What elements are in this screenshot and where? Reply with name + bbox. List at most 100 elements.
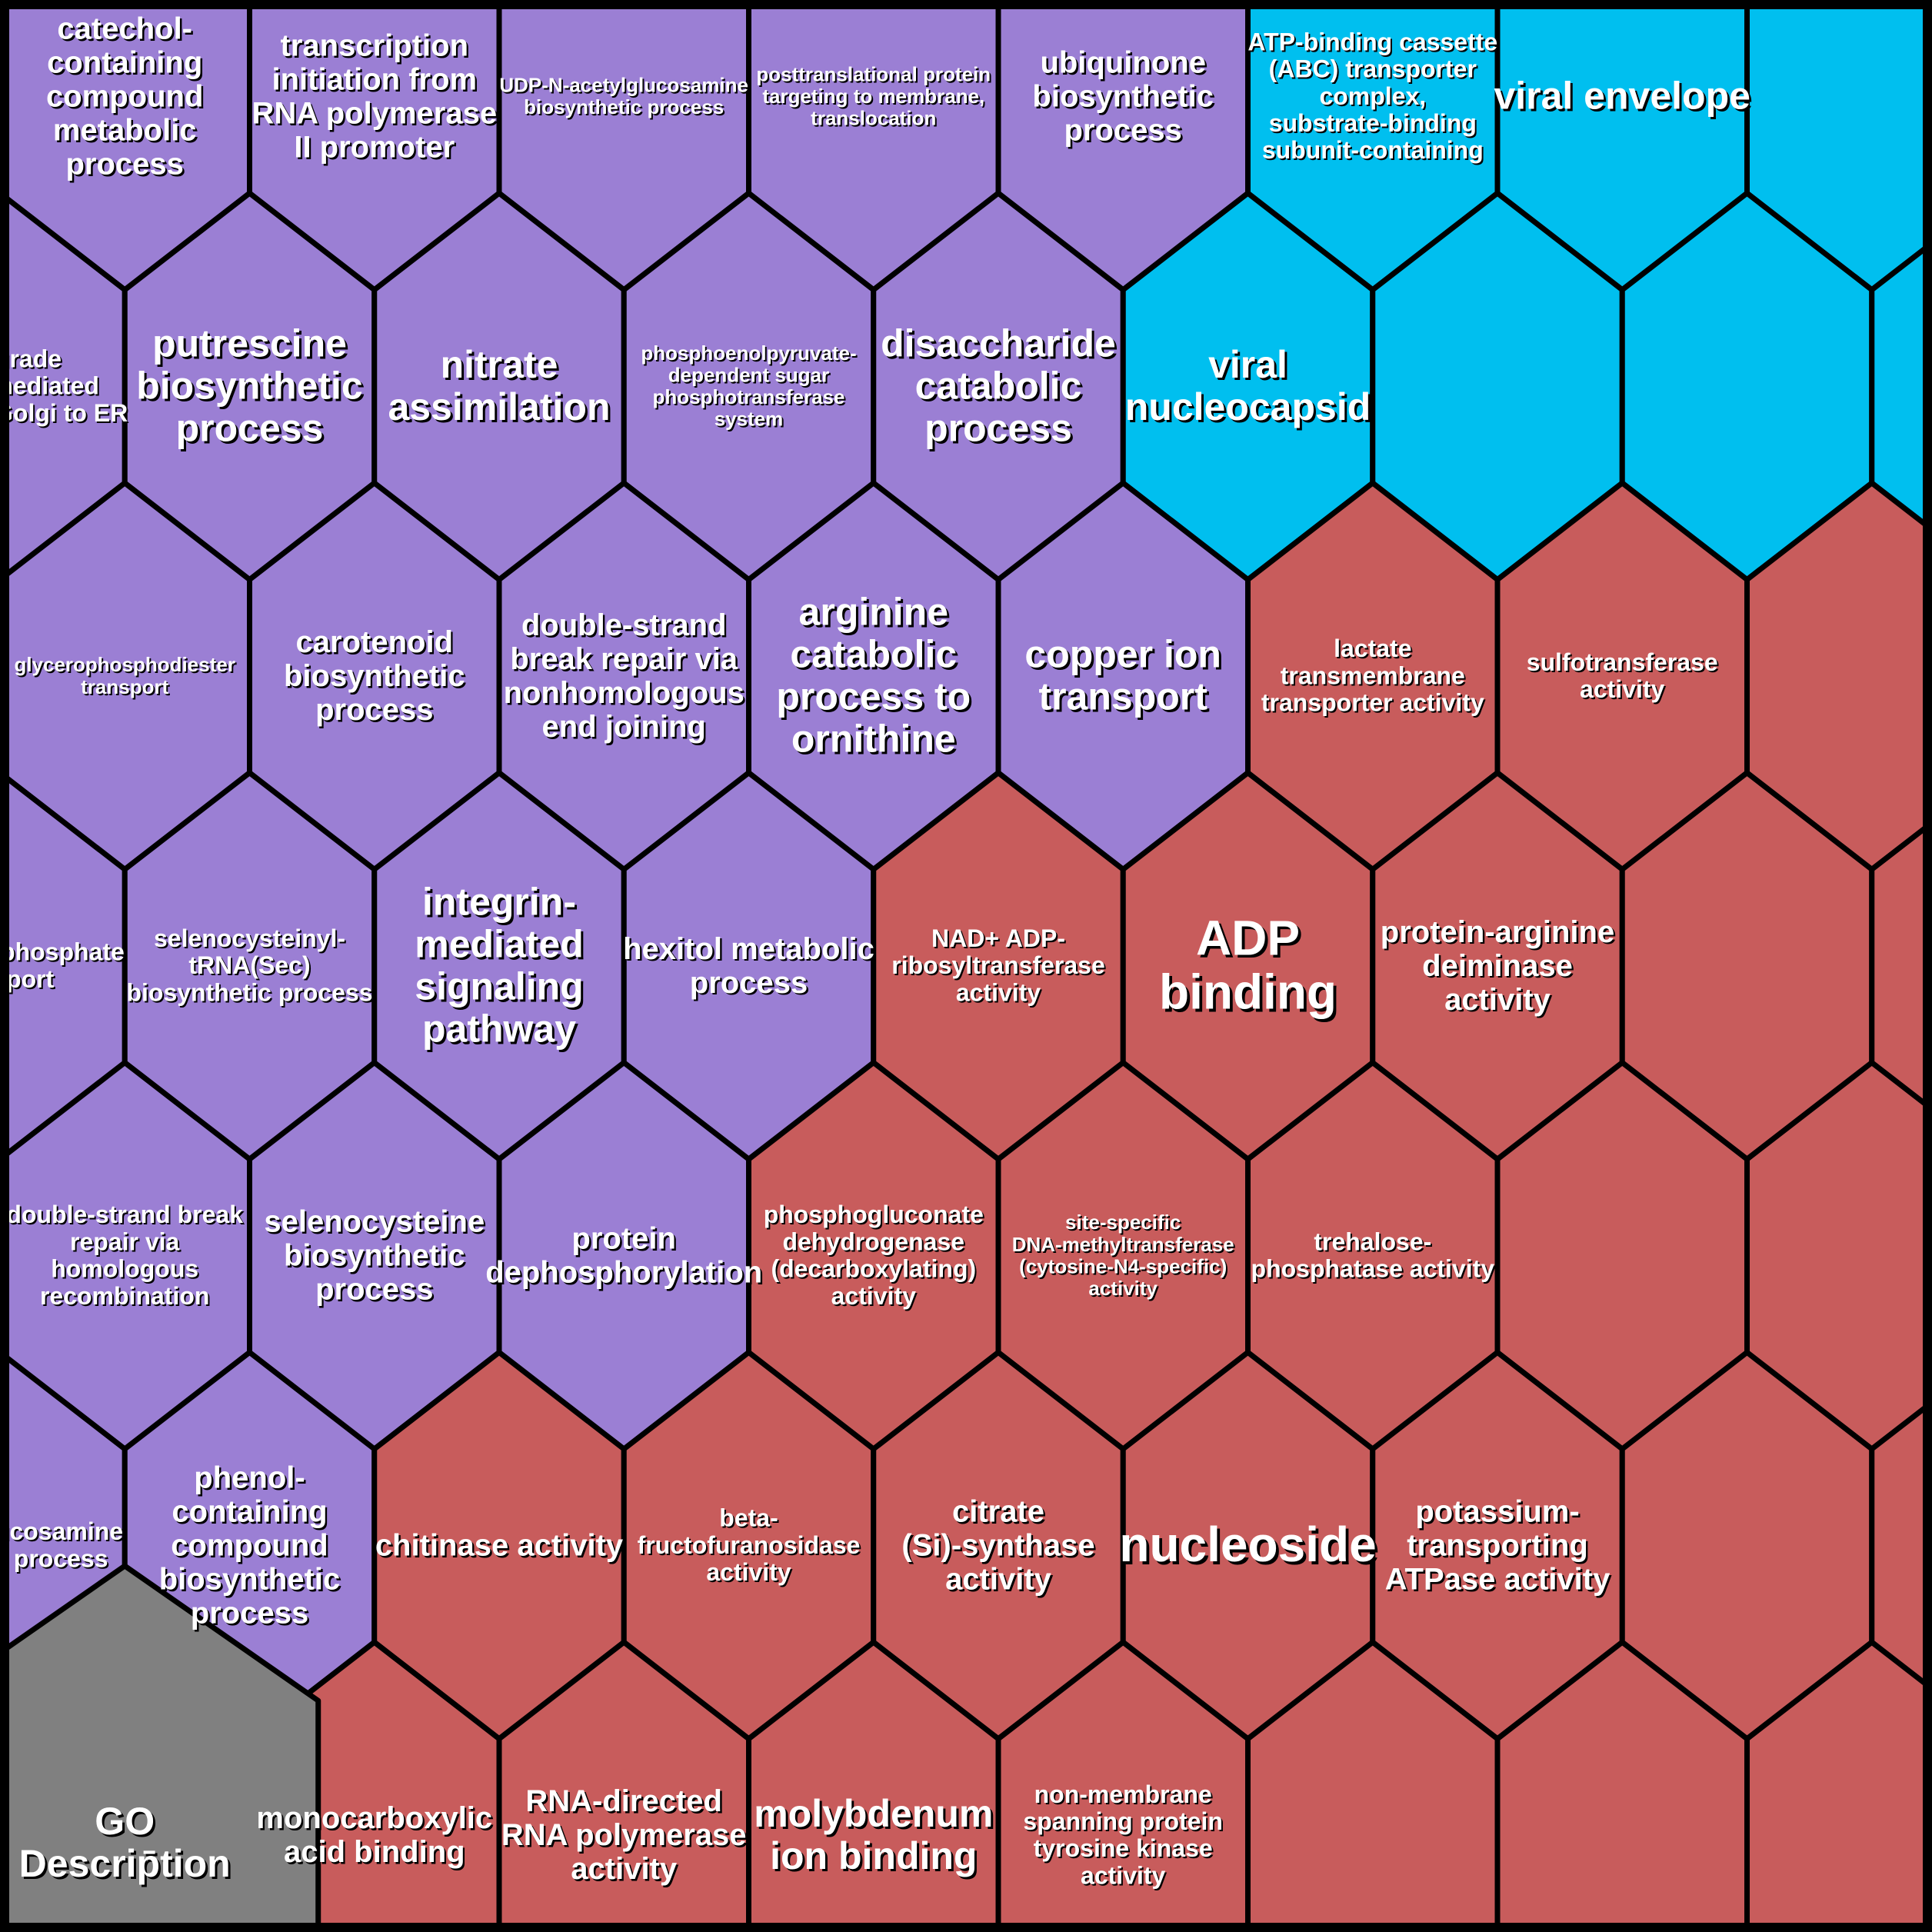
svg-text:process: process [176,406,324,449]
svg-text:fructofuranosidase: fructofuranosidase [638,1531,861,1559]
svg-text:process to: process to [776,675,971,718]
svg-text:process: process [315,1273,433,1307]
svg-text:activity: activity [1088,1277,1158,1300]
svg-text:arginine: arginine [799,591,948,634]
svg-text:biosynthetic: biosynthetic [136,364,362,407]
svg-text:(cytosine-N4-specific): (cytosine-N4-specific) [1019,1254,1227,1277]
svg-text:UDP-N-acetylglucosamine: UDP-N-acetylglucosamine [499,74,748,97]
svg-text:transporter activity: transporter activity [1261,689,1484,717]
svg-text:transport, Golgi to ER: transport, Golgi to ER [0,399,128,427]
svg-text:dependent sugar: dependent sugar [668,363,829,386]
svg-text:ornithine: ornithine [791,718,956,761]
svg-text:lactate: lactate [1334,635,1411,662]
svg-text:acid binding: acid binding [284,1835,465,1869]
svg-text:RNA polymerase: RNA polymerase [501,1818,747,1852]
svg-text:carotenoid: carotenoid [296,625,453,659]
svg-text:nonhomologous: nonhomologous [504,676,744,710]
svg-text:system: system [715,408,784,431]
svg-text:DNA-methyltransferase: DNA-methyltransferase [1012,1233,1234,1256]
svg-text:vesicle-mediated: vesicle-mediated [0,372,99,400]
svg-text:compound: compound [171,1528,328,1562]
svg-text:tRNA(Sec): tRNA(Sec) [188,951,310,979]
svg-text:double-strand break: double-strand break [6,1201,243,1228]
svg-text:double-strand: double-strand [521,608,727,642]
svg-text:catabolic: catabolic [915,364,1082,407]
svg-text:phosphatase activity: phosphatase activity [1251,1255,1495,1283]
svg-text:activity: activity [1444,983,1551,1017]
svg-text:process: process [315,693,433,727]
svg-text:pathway: pathway [422,1008,576,1051]
svg-text:viral envelope: viral envelope [1494,75,1750,118]
svg-text:posttranslational protein: posttranslational protein [756,62,991,85]
svg-text:homologous: homologous [51,1255,198,1283]
svg-text:(decarboxylating): (decarboxylating) [771,1255,976,1283]
svg-text:translocation: translocation [811,107,936,130]
svg-text:trehalose-: trehalose- [1314,1227,1431,1255]
svg-text:ATP-binding cassette: ATP-binding cassette [1247,28,1497,55]
svg-text:activity: activity [1081,1861,1165,1889]
svg-text:break repair via: break repair via [510,642,738,676]
svg-text:catechol-: catechol- [57,12,192,45]
svg-text:nitrate: nitrate [441,343,558,386]
svg-text:(Si)-synthase: (Si)-synthase [901,1528,1094,1562]
svg-text:transcription: transcription [281,28,468,62]
svg-text:II promoter: II promoter [294,130,455,164]
svg-text:(ABC) transporter: (ABC) transporter [1269,55,1477,83]
svg-text:activity: activity [831,1282,916,1310]
svg-text:beta-: beta- [719,1504,778,1532]
svg-text:transport: transport [81,675,168,698]
svg-text:protein-arginine: protein-arginine [1381,915,1614,949]
svg-text:mediated: mediated [415,923,584,966]
svg-text:activity: activity [945,1562,1052,1596]
svg-text:nucleocapsid: nucleocapsid [1125,385,1371,428]
svg-text:metabolic process: metabolic process [0,1544,108,1572]
svg-text:recombination: recombination [40,1282,209,1310]
svg-text:copper ion: copper ion [1024,633,1221,676]
svg-text:integrin-: integrin- [422,881,576,924]
svg-text:retrograde: retrograde [0,345,62,372]
svg-text:repair via: repair via [70,1227,180,1255]
svg-text:end joining: end joining [542,710,706,744]
svg-text:ubiquinone: ubiquinone [1040,45,1206,79]
svg-text:containing: containing [47,45,202,79]
svg-text:sulfotransferase: sulfotransferase [1527,648,1718,676]
svg-text:hexitol metabolic: hexitol metabolic [623,932,874,966]
svg-text:subunit-containing: subunit-containing [1262,136,1484,164]
svg-text:transport: transport [1038,675,1208,718]
svg-text:transmembrane: transmembrane [1281,661,1465,689]
svg-text:catabolic: catabolic [790,633,957,676]
svg-text:molybdenum: molybdenum [754,1792,993,1835]
svg-text:biosynthetic: biosynthetic [159,1562,341,1596]
svg-text:selenocysteine: selenocysteine [264,1205,485,1239]
svg-text:glycerol-3-phosphate: glycerol-3-phosphate [0,938,125,966]
svg-text:GO: GO [95,1800,155,1843]
svg-text:biosynthetic process: biosynthetic process [126,978,372,1006]
svg-text:monocarboxylic: monocarboxylic [256,1801,492,1835]
svg-text:compound: compound [46,79,203,113]
svg-text:initiation from: initiation from [271,62,477,96]
svg-text:RNA-directed: RNA-directed [525,1784,722,1818]
svg-text:process: process [690,966,808,1000]
svg-text:putrescine: putrescine [152,321,347,365]
svg-text:process: process [1064,113,1181,147]
svg-text:ribosyltransferase: ribosyltransferase [891,951,1104,979]
svg-text:glycerophosphodiester: glycerophosphodiester [14,653,235,676]
svg-text:RNA polymerase: RNA polymerase [251,96,497,130]
svg-text:substrate-binding: substrate-binding [1269,109,1477,137]
svg-text:tyrosine kinase: tyrosine kinase [1034,1834,1213,1862]
svg-text:nucleoside: nucleoside [1119,1517,1376,1572]
svg-text:dehydrogenase: dehydrogenase [783,1227,965,1255]
svg-text:ATPase activity: ATPase activity [1385,1562,1611,1596]
svg-text:transporting: transporting [1407,1528,1588,1562]
svg-text:biosynthetic: biosynthetic [284,659,465,693]
svg-text:activity: activity [706,1558,791,1586]
svg-text:containing: containing [172,1494,327,1528]
svg-text:ADP: ADP [1196,910,1300,965]
svg-text:activity: activity [1580,675,1664,703]
svg-text:selenocysteinyl-: selenocysteinyl- [154,924,345,952]
svg-text:biosynthetic process: biosynthetic process [524,95,724,118]
svg-text:phosphotransferase: phosphotransferase [653,385,845,408]
svg-text:citrate: citrate [952,1494,1044,1528]
svg-text:chitinase activity: chitinase activity [375,1528,624,1562]
svg-text:activity: activity [571,1852,678,1886]
